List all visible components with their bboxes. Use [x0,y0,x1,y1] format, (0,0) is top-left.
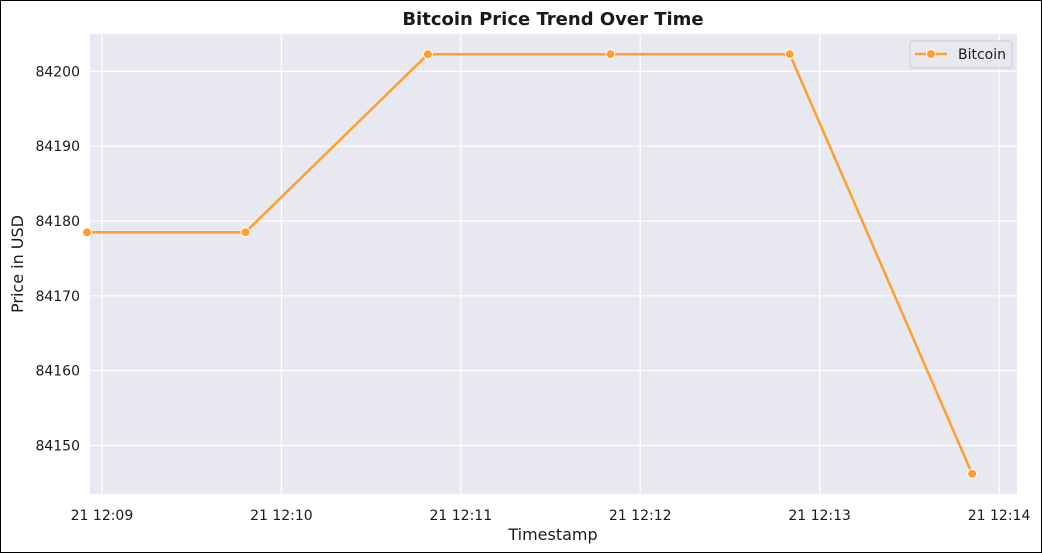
y-axis-ticks: 84150 84160 84170 84180 84190 84200 [35,64,80,454]
data-point [967,468,978,479]
y-axis-label: Price in USD [8,215,27,313]
legend-marker-bitcoin [926,49,936,59]
x-tick-label: 21 12:12 [609,508,672,524]
legend: Bitcoin [909,40,1013,69]
legend-label-bitcoin: Bitcoin [958,47,1006,63]
data-point [605,49,616,60]
x-tick-label: 21 12:09 [71,508,134,524]
chart-title: Bitcoin Price Trend Over Time [402,9,703,30]
series-line-bitcoin [87,52,974,475]
y-tick-label: 84170 [35,289,80,305]
legend-box [909,40,1013,69]
data-point [240,227,251,238]
grid-lines [90,34,1017,494]
x-tick-label: 21 12:10 [250,508,313,524]
y-tick-label: 84200 [35,64,80,80]
y-tick-label: 84160 [35,364,80,380]
y-tick-label: 84190 [35,139,80,155]
x-axis-label: Timestamp [507,525,597,544]
data-point [784,49,795,60]
data-point [422,49,433,60]
series-layer [82,49,978,479]
x-tick-label: 21 12:14 [968,508,1031,524]
y-tick-label: 84150 [35,438,80,454]
data-point [82,227,93,238]
x-tick-label: 21 12:13 [788,508,851,524]
x-axis-ticks: 21 12:09 21 12:10 21 12:11 21 12:12 21 12:13… [71,508,1031,524]
y-tick-label: 84180 [35,214,80,230]
plot-area [90,34,1017,494]
x-tick-label: 21 12:11 [429,508,492,524]
